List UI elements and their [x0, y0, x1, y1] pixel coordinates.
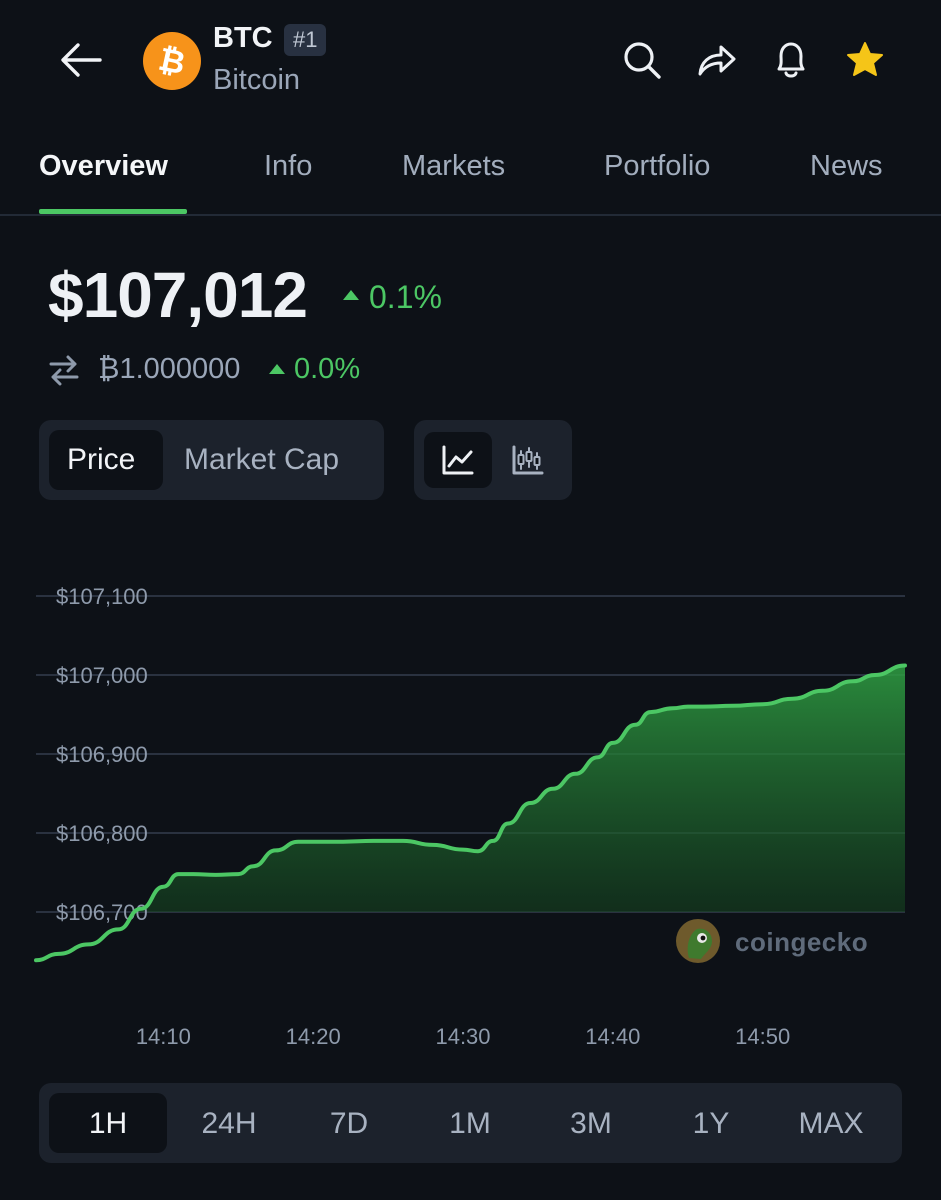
coingecko-logo-icon: [676, 919, 720, 963]
coin-name: Bitcoin: [213, 64, 301, 96]
tab-overview[interactable]: Overview: [39, 150, 168, 182]
price-line: [34, 663, 907, 963]
x-tick-label: 14:30: [435, 1024, 490, 1049]
tab-news[interactable]: News: [810, 150, 883, 182]
tab-portfolio[interactable]: Portfolio: [604, 150, 711, 182]
btc-change-up-arrow-icon: [269, 364, 285, 374]
range-1h-button[interactable]: 1H: [88, 1107, 128, 1140]
favorite-button[interactable]: [843, 38, 887, 82]
coin-header: ₿ BTC #1 Bitcoin: [0, 0, 941, 120]
share-icon: [698, 45, 736, 76]
btc-change-percent: 0.0%: [294, 353, 361, 385]
star-icon: [847, 42, 883, 76]
price-toggle-button[interactable]: Price: [67, 443, 136, 476]
tab-info[interactable]: Info: [264, 150, 313, 182]
price-up-arrow-icon: [343, 290, 359, 300]
back-button[interactable]: [56, 38, 106, 82]
range-1y-button[interactable]: 1Y: [692, 1107, 730, 1140]
x-tick-label: 14:40: [585, 1024, 640, 1049]
line-chart-icon[interactable]: [440, 442, 476, 478]
swap-icon: [49, 355, 79, 386]
metric-toggle-selection: [49, 430, 163, 490]
price-area-fill: [36, 665, 905, 912]
range-3m-button[interactable]: 3M: [570, 1107, 612, 1140]
x-tick-label: 14:50: [735, 1024, 790, 1049]
time-range-selector: 1H 24H 7D 1M 3M 1Y MAX: [39, 1083, 902, 1163]
price-change-percent: 0.1%: [369, 279, 442, 315]
y-tick-label: $107,000: [56, 663, 148, 688]
market-cap-toggle-button[interactable]: Market Cap: [184, 443, 340, 476]
time-range-selection: [49, 1093, 167, 1153]
share-button[interactable]: [694, 38, 738, 82]
y-tick-label: $106,800: [56, 821, 148, 846]
bitcoin-logo-icon: ₿: [143, 32, 201, 90]
bell-icon: [777, 42, 805, 78]
active-tab-indicator: [39, 209, 187, 214]
coin-symbol: BTC: [213, 22, 273, 54]
alert-button[interactable]: [769, 38, 813, 82]
chart-type-toggle: [414, 420, 572, 500]
tab-bar: Overview Info Markets Portfolio News: [0, 120, 941, 216]
range-24h-button[interactable]: 24H: [201, 1107, 257, 1140]
rank-badge: #1: [284, 24, 327, 56]
x-tick-label: 14:20: [286, 1024, 341, 1049]
x-tick-label: 14:10: [136, 1024, 191, 1049]
candlestick-chart-icon[interactable]: [510, 442, 546, 478]
back-arrow-icon: [61, 43, 102, 77]
y-tick-label: $106,900: [56, 742, 148, 767]
range-7d-button[interactable]: 7D: [329, 1107, 369, 1140]
range-1m-button[interactable]: 1M: [449, 1107, 491, 1140]
search-icon: [624, 42, 661, 79]
range-max-button[interactable]: MAX: [798, 1107, 864, 1140]
watermark-text: coingecko: [735, 927, 869, 957]
y-tick-label: $107,100: [56, 584, 148, 609]
metric-toggle: Price Market Cap: [39, 420, 384, 500]
tab-markets[interactable]: Markets: [402, 150, 506, 182]
search-button[interactable]: [620, 38, 664, 82]
current-price: $107,012: [48, 259, 308, 331]
price-chart[interactable]: $107,100$107,000$106,900$106,800$106,700…: [0, 540, 941, 1080]
btc-denominated-price: ₿1.000000: [98, 353, 241, 385]
